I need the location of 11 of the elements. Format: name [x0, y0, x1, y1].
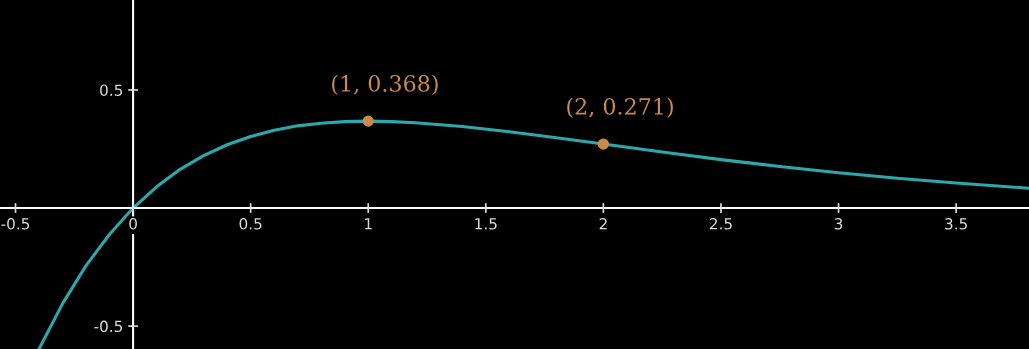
annotation: (2, 0.271) — [567, 97, 673, 118]
x-tick-label: 0.5 — [239, 218, 262, 230]
x-tick-label: 2.5 — [709, 218, 732, 230]
annotation: (1, 0.368) — [332, 74, 438, 95]
x-tick-label: 3.5 — [945, 218, 967, 230]
x-tick-label: -0.5 — [1, 218, 30, 230]
x-tick-label: 2 — [599, 218, 607, 230]
x-tick-label: 1 — [365, 218, 372, 230]
x-tick-label: 0 — [129, 218, 137, 230]
x-tick-label: 1.5 — [475, 218, 497, 230]
x-tick-label: 3 — [834, 218, 843, 230]
